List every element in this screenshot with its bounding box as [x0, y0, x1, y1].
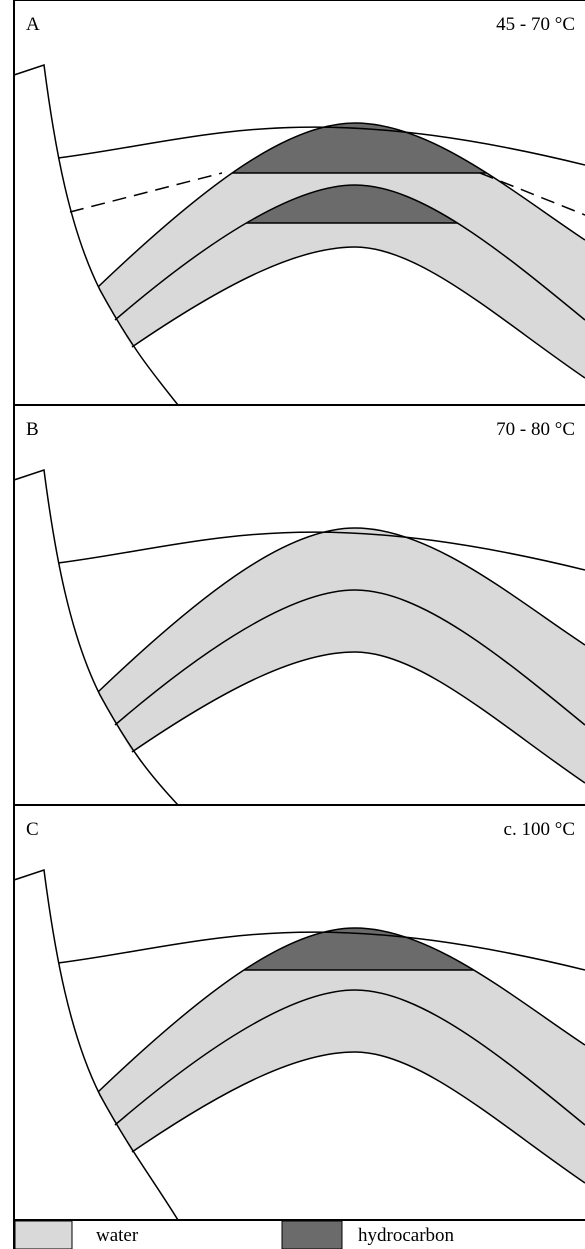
legend: water hydrocarbon [13, 1219, 585, 1249]
fault [13, 64, 179, 406]
water-swatch [14, 1220, 73, 1249]
panel-label: B [26, 419, 39, 440]
surface [57, 931, 585, 971]
layer-boundary [97, 122, 585, 288]
legend-label: hydrocarbon [358, 1225, 455, 1246]
layer-boundary [97, 927, 585, 1093]
surface [57, 531, 585, 571]
panel-temperature: c. 100 °C [504, 819, 575, 840]
hydrocarbon-swatch [281, 1220, 343, 1249]
surface [57, 126, 585, 166]
panels: A 45 - 70 °C B 70 - 80 °C C c. 100 °C [13, 0, 585, 1221]
panel: A 45 - 70 °C [13, 0, 585, 406]
panel-temperature: 45 - 70 °C [496, 14, 575, 35]
panel: B 70 - 80 °C [13, 404, 585, 806]
panel-temperature: 70 - 80 °C [496, 419, 575, 440]
fault [13, 469, 179, 806]
layer-boundary [114, 989, 585, 1126]
layer-boundary [114, 184, 585, 321]
layer-boundary [131, 1051, 585, 1184]
layer-boundary [131, 651, 585, 784]
layer-boundary [97, 527, 585, 693]
layer-boundary [114, 589, 585, 726]
panel-label: A [26, 14, 40, 35]
layer-boundary [131, 246, 585, 379]
panel-label: C [26, 819, 39, 840]
water-layer [98, 528, 585, 783]
dashed-line [69, 172, 585, 216]
fault [13, 869, 179, 1221]
legend-label: water [96, 1225, 139, 1246]
